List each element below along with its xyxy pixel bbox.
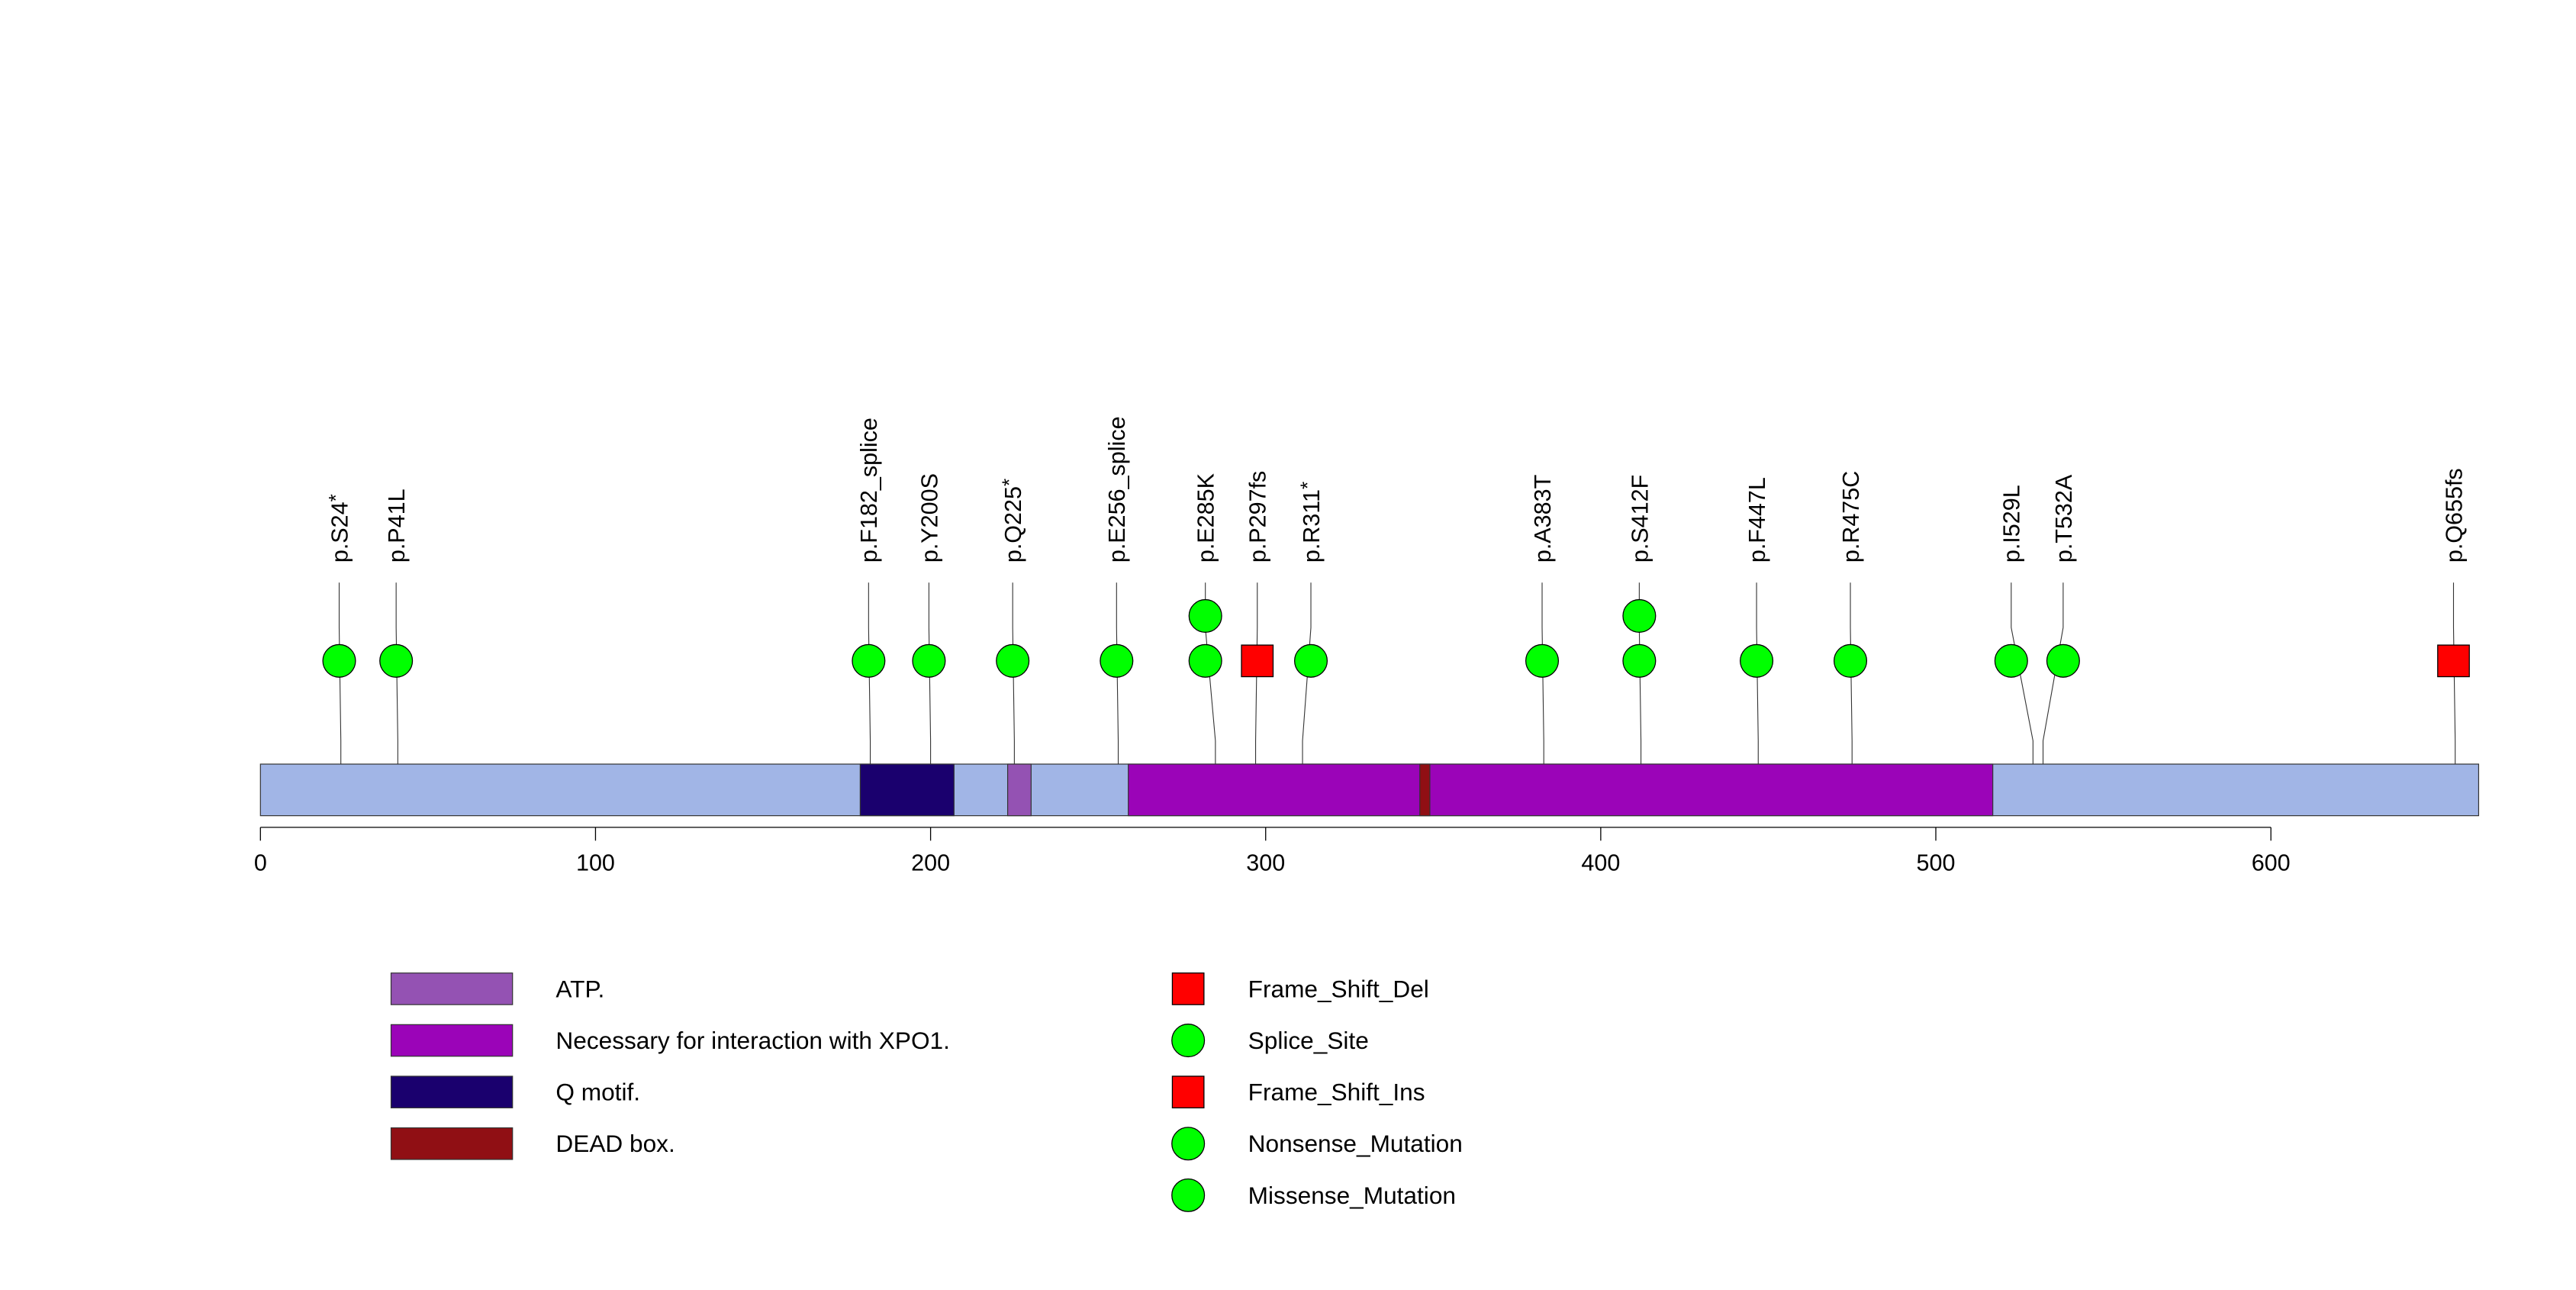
legend-swatch-dead-box [390,1127,514,1160]
mutation-label: p.R311* [1296,482,1325,563]
domain-atp [1006,763,1032,817]
mutation-label-text: p.R311 [1299,489,1325,563]
mutation-label: p.F182_splice [856,418,882,563]
mutation-marker-missense-mutation [1188,643,1222,678]
legend-marker-nonsense-mutation [1171,1127,1206,1161]
mutation-marker-missense-mutation [1525,643,1560,678]
protein-track [259,763,2480,817]
legend-marker-missense-mutation [1171,1178,1206,1212]
x-tick-label: 200 [911,850,950,876]
x-tick-label: 500 [1917,850,1956,876]
legend: ATP. Necessary for interaction with XPO1.… [390,972,1463,1212]
mutation-label: p.T532A [2051,474,2077,563]
legend-label: Splice_Site [1248,1027,1369,1054]
mutation-label-text: p.Q655fs [2441,468,2467,563]
mutation-label-text: p.E285K [1193,472,1219,563]
mutation-marker-frame-shift-ins [2437,644,2470,678]
legend-label: ATP. [555,975,604,1002]
mutation-label: p.P297fs [1245,471,1271,563]
legend-label: DEAD box. [555,1130,675,1157]
mutation-label-star: * [1296,482,1319,489]
mutation-label-star: * [324,494,347,501]
mutation-label-text: p.R475C [1838,471,1864,563]
legend-label: Necessary for interaction with XPO1. [555,1027,950,1054]
mutation-label-text: p.F182_splice [856,418,882,563]
mutation-label: p.F447L [1744,477,1770,563]
mutation-marker-missense-mutation [379,643,414,678]
mutation-marker-missense-mutation [2046,643,2080,678]
mutation-label: p.R475C [1838,471,1864,563]
mutation-label: p.E256_splice [1104,416,1130,563]
x-tick-label: 400 [1581,850,1620,876]
mutation-marker-missense-mutation [912,643,946,678]
x-tick-label: 300 [1246,850,1285,876]
mutation-label-star: * [998,479,1021,486]
mutation-label: p.Q655fs [2441,468,2467,563]
mutation-marker-splice-site [852,643,886,678]
mutation-label-text: p.P297fs [1245,471,1271,563]
legend-label: Frame_Shift_Ins [1248,1079,1425,1106]
mutation-marker-missense-mutation [1188,598,1222,633]
legend-label: Missense_Mutation [1248,1182,1456,1209]
mutation-marker-nonsense-mutation [996,643,1030,678]
mutation-markers [322,598,2470,678]
mutation-label: p.S412F [1627,475,1653,563]
mutation-label-text: p.Q225 [1000,486,1026,563]
x-tick-label: 100 [576,850,615,876]
legend-marker-frame-shift-del [1171,972,1205,1005]
mutation-label-text: p.T532A [2051,474,2077,563]
mutation-label: p.I529L [1999,485,2025,563]
mutation-label: p.E285K [1193,472,1219,563]
mutation-label-text: p.I529L [1999,485,2025,563]
mutation-label-text: p.S24 [327,501,353,563]
mutation-label-text: p.F447L [1744,477,1770,563]
domain-necessary-for-interaction-with-xpo1 [1128,763,1994,817]
mutation-label: p.S24* [324,494,353,563]
legend-label: Frame_Shift_Del [1248,975,1429,1002]
mutation-marker-missense-mutation [1994,643,2028,678]
x-tick-label: 600 [2252,850,2291,876]
mutation-label-text: p.S412F [1627,475,1653,563]
x-tick-label: 0 [254,850,267,876]
legend-swatch-q-motif [390,1076,514,1108]
mutation-label-text: p.Y200S [916,473,942,563]
x-axis: 0 100 200 300 400 500 600 [254,827,2291,876]
mutation-marker-missense-mutation [1622,598,1657,633]
mutation-marker-frame-shift-del [1241,644,1274,678]
domain-dead-box [1419,763,1431,817]
legend-swatch-necessary-for-interaction-with-xpo1 [390,1024,514,1057]
mutation-label: p.Y200S [916,473,942,563]
mutation-labels: p.S24* p.P41L p.F182_splice p.Y200S p.Q225* p… [324,416,2468,563]
mutation-marker-missense-mutation [1740,643,1774,678]
mutation-marker-missense-mutation [1622,643,1657,678]
mutation-label-text: p.E256_splice [1104,416,1130,563]
mutation-marker-nonsense-mutation [322,643,356,678]
legend-marker-frame-shift-ins [1171,1076,1205,1109]
mutation-label: p.A383T [1530,475,1556,563]
mutation-label: p.P41L [384,489,410,563]
legend-label: Nonsense_Mutation [1248,1130,1463,1157]
mutation-marker-missense-mutation [1834,643,1868,678]
mutation-label: p.Q225* [998,479,1027,563]
mutation-label-text: p.P41L [384,489,410,563]
mutation-marker-nonsense-mutation [1293,643,1328,678]
domain-q-motif [859,763,955,817]
mutation-label-text: p.A383T [1530,475,1556,563]
legend-marker-splice-site [1171,1024,1206,1058]
mutation-marker-splice-site [1100,643,1134,678]
legend-label: Q motif. [555,1079,640,1106]
legend-swatch-atp [390,972,514,1005]
